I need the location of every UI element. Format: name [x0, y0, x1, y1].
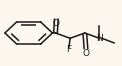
Text: N: N: [96, 34, 103, 43]
Text: F: F: [66, 45, 71, 54]
Text: O: O: [82, 49, 90, 58]
Text: O: O: [53, 19, 60, 28]
